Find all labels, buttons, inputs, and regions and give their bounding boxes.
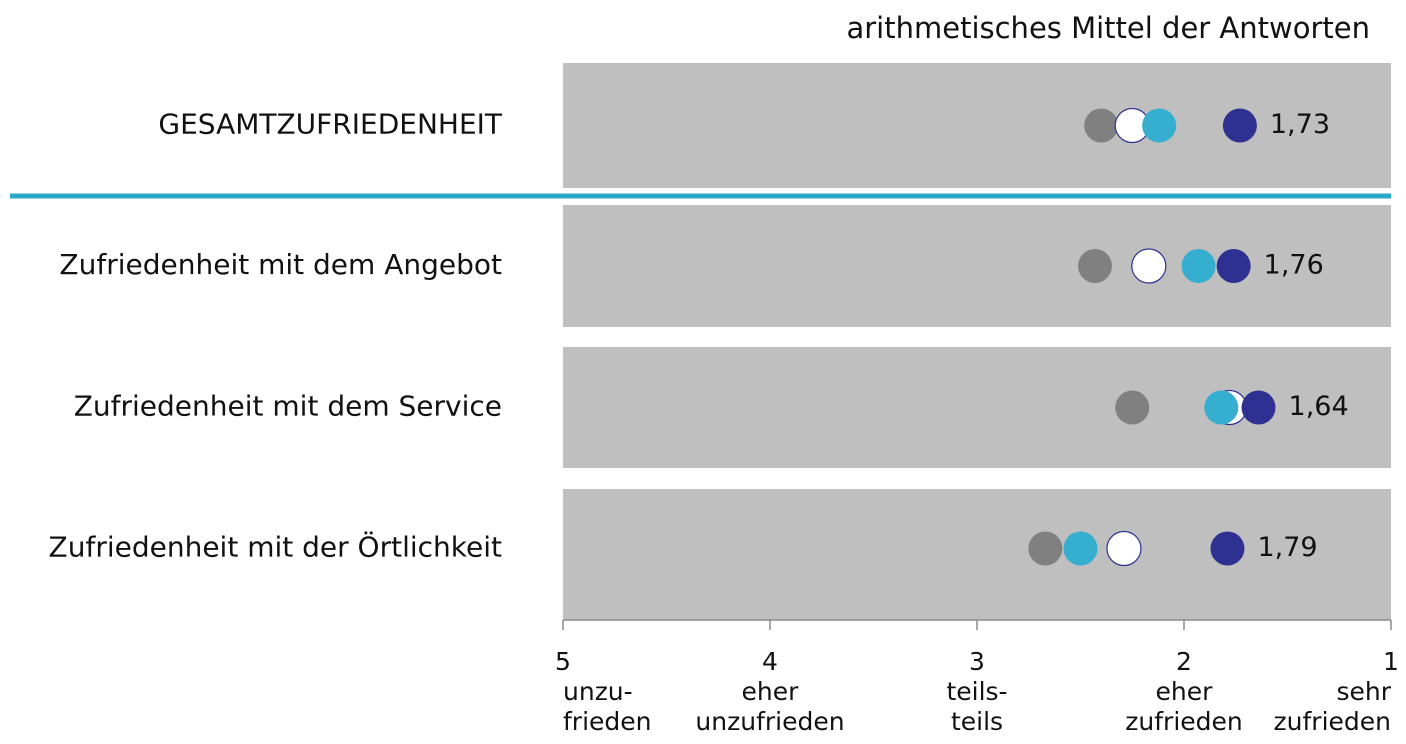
x-tick-description: zufrieden xyxy=(1274,707,1391,736)
category-label: GESAMTZUFRIEDENHEIT xyxy=(158,108,502,141)
x-tick-label: 3 xyxy=(969,647,985,676)
x-tick-description: teils- xyxy=(946,677,1007,706)
dot xyxy=(1028,531,1063,566)
dot xyxy=(1142,108,1177,143)
dot xyxy=(1210,531,1245,566)
value-label: 1,64 xyxy=(1289,391,1349,422)
dot xyxy=(1063,531,1098,566)
category-label: Zufriedenheit mit dem Service xyxy=(74,390,502,423)
x-tick-description: zufrieden xyxy=(1125,707,1242,736)
x-tick-description: teils xyxy=(951,707,1003,736)
separator-line xyxy=(10,193,1391,199)
row-band xyxy=(563,63,1391,188)
value-label: 1,73 xyxy=(1270,109,1330,140)
x-tick-description: unzufrieden xyxy=(695,707,844,736)
x-tick-label: 2 xyxy=(1176,647,1192,676)
dot xyxy=(1216,249,1251,283)
dot xyxy=(1077,249,1112,283)
row-band xyxy=(563,489,1391,620)
dot xyxy=(1181,249,1216,283)
x-tick-description: eher xyxy=(1156,677,1214,706)
chart-title: arithmetisches Mittel der Antworten xyxy=(846,11,1370,45)
x-tick-description: sehr xyxy=(1336,677,1391,706)
value-label: 1,76 xyxy=(1264,250,1324,281)
x-tick-label: 5 xyxy=(555,647,571,676)
x-tick-description: eher xyxy=(742,677,800,706)
dot xyxy=(1106,530,1142,567)
row-band xyxy=(563,205,1391,327)
dot xyxy=(1222,108,1257,143)
x-tick-description: frieden xyxy=(563,707,652,736)
dot xyxy=(1115,390,1150,425)
x-tick-label: 1 xyxy=(1383,647,1399,676)
dot xyxy=(1204,390,1239,425)
value-label: 1,79 xyxy=(1257,532,1317,563)
x-tick-label: 4 xyxy=(762,647,778,676)
category-label: Zufriedenheit mit der Örtlichkeit xyxy=(49,530,502,564)
x-tick-description: unzu- xyxy=(563,677,633,706)
dot xyxy=(1084,108,1119,143)
dot xyxy=(1241,390,1276,425)
dot xyxy=(1131,248,1167,284)
category-label: Zufriedenheit mit dem Angebot xyxy=(59,248,502,281)
